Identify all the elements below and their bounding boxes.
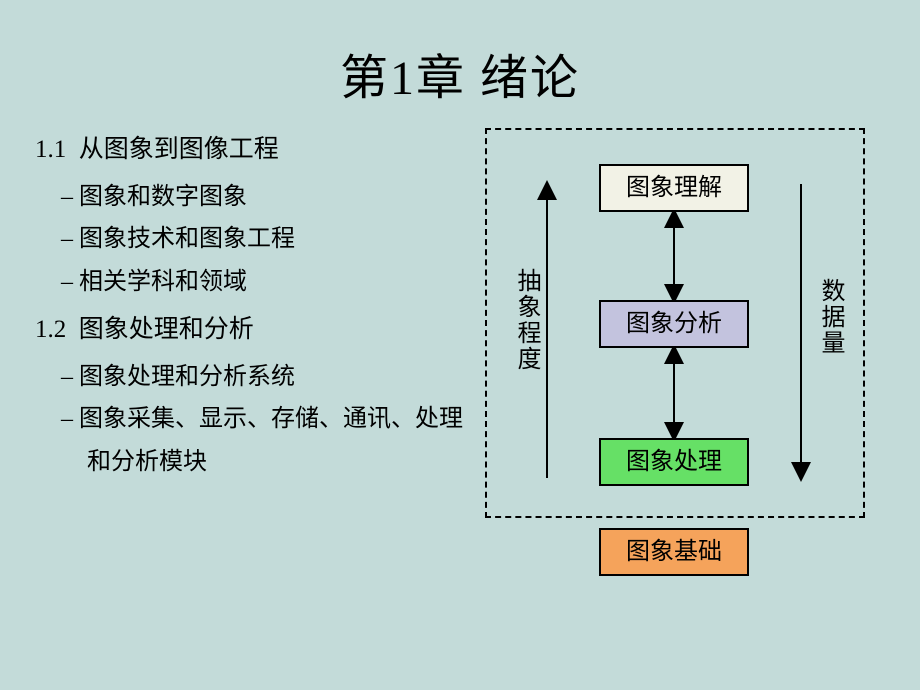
node-base: 图象基础: [599, 528, 749, 576]
diagram: 图象理解 图象分析 图象处理 图象基础 抽象程度 数据量: [475, 128, 875, 568]
sub-item: 图象和数字图象: [35, 176, 475, 219]
section-1: 1.1 从图象到图像工程: [35, 128, 475, 172]
node-process: 图象处理: [599, 438, 749, 486]
content-area: 1.1 从图象到图像工程 图象和数字图象 图象技术和图象工程 相关学科和领域 1…: [0, 108, 920, 568]
section-heading: 图象处理和分析: [79, 316, 254, 343]
section-2: 1.2 图象处理和分析: [35, 308, 475, 352]
sub-item: 相关学科和领域: [35, 261, 475, 304]
page-title: 第1章 绪论: [0, 0, 920, 108]
sub-item: 图象处理和分析系统: [35, 356, 475, 399]
label-data-amount: 数据量: [813, 278, 848, 356]
section-number: 1.1: [35, 136, 66, 163]
node-understand: 图象理解: [599, 164, 749, 212]
outline: 1.1 从图象到图像工程 图象和数字图象 图象技术和图象工程 相关学科和领域 1…: [35, 128, 475, 568]
sub-item: 图象采集、显示、存储、通讯、处理和分析模块: [35, 398, 475, 483]
section-heading: 从图象到图像工程: [79, 136, 279, 163]
node-analyze: 图象分析: [599, 300, 749, 348]
sub-item: 图象技术和图象工程: [35, 218, 475, 261]
label-abstraction: 抽象程度: [509, 268, 544, 372]
section-number: 1.2: [35, 316, 66, 343]
